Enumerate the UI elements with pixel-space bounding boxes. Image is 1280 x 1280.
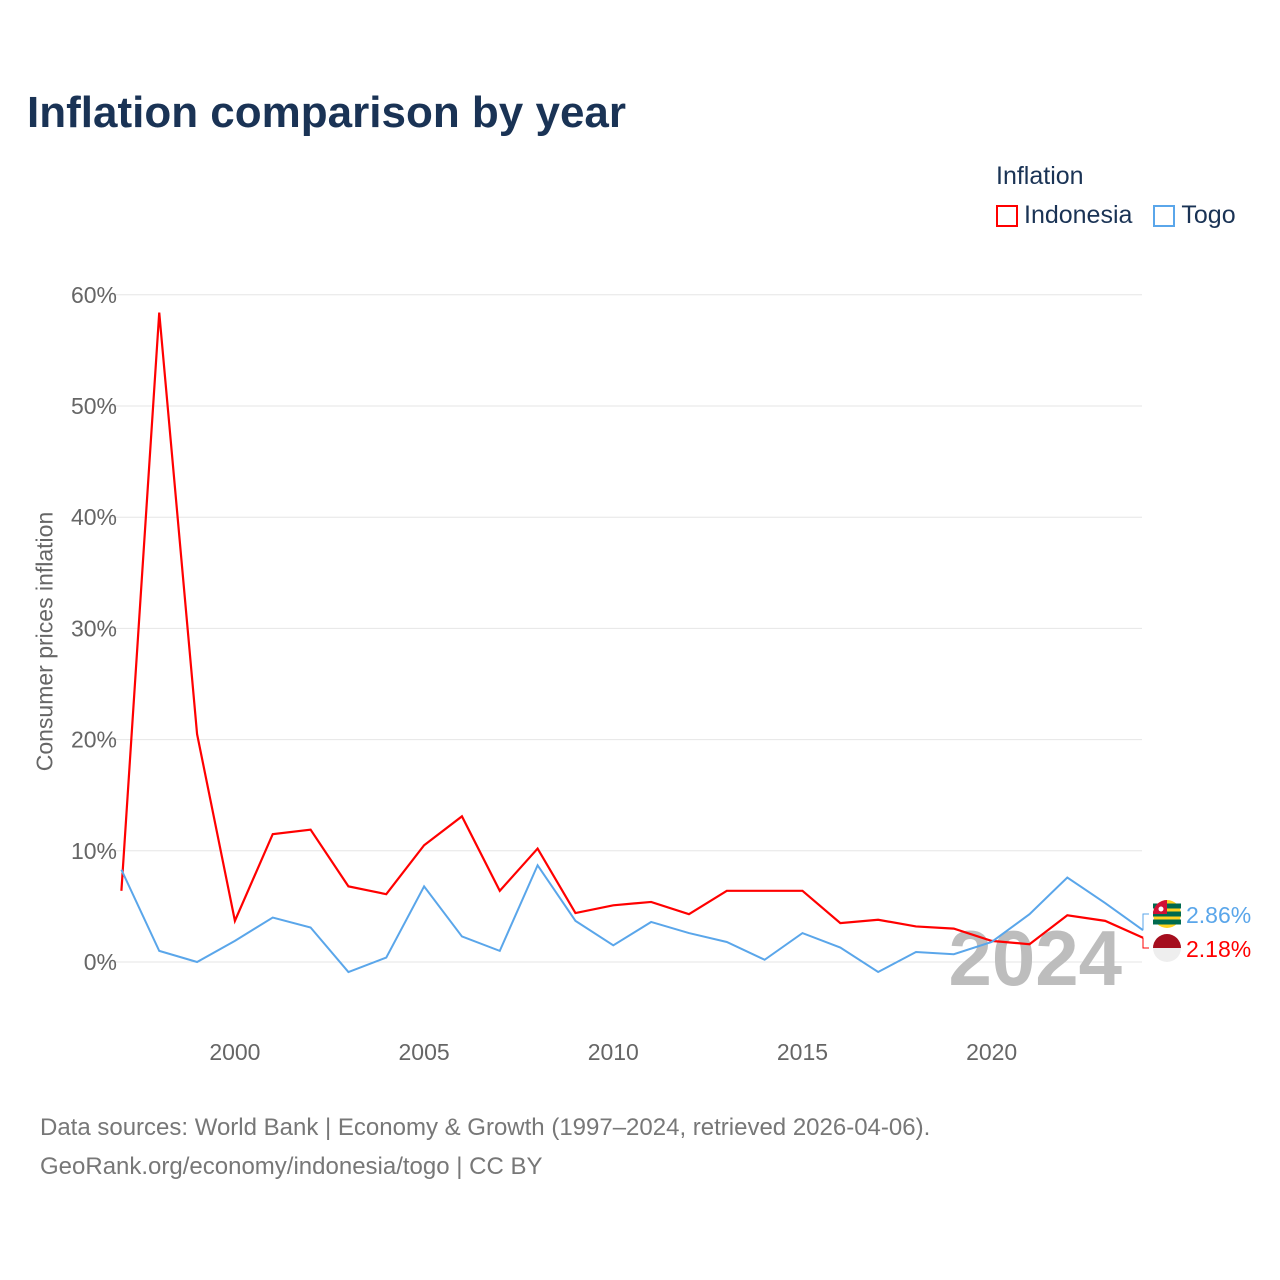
x-tick-label: 2010 [588, 1039, 639, 1065]
y-tick-label: 0% [84, 949, 117, 975]
legend-item-indonesia[interactable]: Indonesia [996, 201, 1132, 230]
x-tick-label: 2020 [966, 1039, 1017, 1065]
x-tick-label: 2015 [777, 1039, 828, 1065]
chart-title: Inflation comparison by year [27, 88, 627, 137]
legend-swatch [996, 204, 1018, 227]
year-watermark: 2024 [948, 914, 1122, 1002]
legend-swatch [1153, 204, 1176, 227]
series-line-togo [120, 863, 1144, 974]
y-tick-label: 40% [71, 504, 117, 530]
x-tick-label: 2005 [399, 1039, 450, 1065]
y-tick-label: 50% [71, 393, 117, 419]
y-tick-label: 20% [71, 727, 117, 753]
end-value-label: 2.18% [1186, 936, 1251, 962]
end-value-label: 2.86% [1186, 902, 1251, 928]
legend-item-togo[interactable]: Togo [1153, 201, 1236, 230]
source-note: Data sources: World Bank | Economy & Gro… [40, 1108, 930, 1186]
legend-label: Togo [1181, 201, 1236, 229]
y-tick-label: 30% [71, 615, 117, 641]
togo-flag-star [1158, 906, 1164, 912]
label-connector [1142, 913, 1149, 931]
source-line-2[interactable]: GeoRank.org/economy/indonesia/togo | CC … [40, 1153, 543, 1180]
x-tick-label: 2000 [209, 1039, 260, 1065]
indonesia-flag-icon-red [1153, 934, 1181, 948]
series-line-indonesia [120, 312, 1144, 946]
legend: Inflation Indonesia Togo [996, 162, 1250, 234]
source-line-1: Data sources: World Bank | Economy & Gro… [40, 1114, 931, 1141]
y-tick-label: 10% [71, 838, 117, 864]
legend-label: Indonesia [1024, 201, 1133, 229]
legend-title: Inflation [996, 162, 1084, 190]
togo-flag-stripe [1153, 919, 1181, 925]
y-tick-label: 60% [71, 282, 117, 308]
label-connector [1142, 937, 1149, 949]
